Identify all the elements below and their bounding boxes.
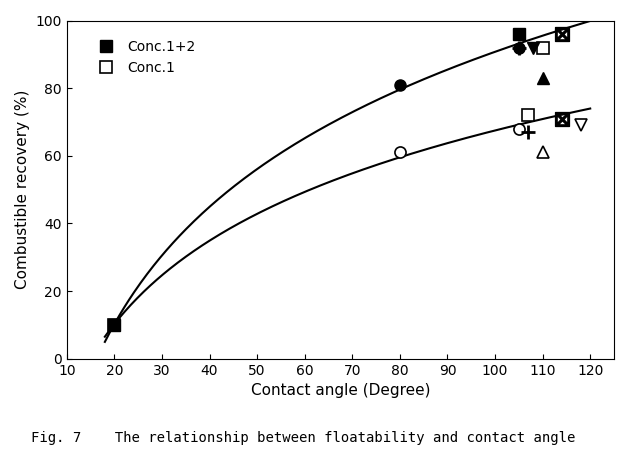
Y-axis label: Combustible recovery (%): Combustible recovery (%) — [15, 90, 30, 289]
Legend: Conc.1+2, Conc.1: Conc.1+2, Conc.1 — [90, 34, 201, 80]
Text: Fig. 7    The relationship between floatability and contact angle: Fig. 7 The relationship between floatabi… — [31, 431, 576, 445]
X-axis label: Contact angle (Degree): Contact angle (Degree) — [250, 383, 430, 398]
